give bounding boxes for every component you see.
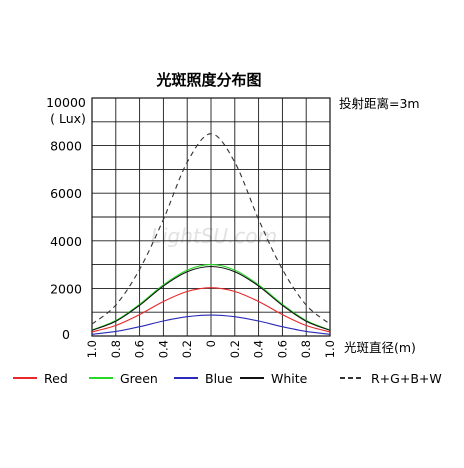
x-tick-label: 0 bbox=[204, 340, 218, 347]
y-tick-label: 2000 bbox=[50, 281, 82, 296]
series-line-r-g-b-w bbox=[91, 133, 331, 325]
series-line-red bbox=[91, 287, 331, 333]
plot-frame bbox=[91, 97, 331, 337]
y-tick-label: 6000 bbox=[50, 186, 82, 201]
series-line-blue bbox=[91, 314, 331, 335]
x-tick-label: 0.8 bbox=[299, 340, 313, 358]
series-line-green bbox=[91, 264, 331, 331]
chart-title: 光斑照度分布图 bbox=[155, 71, 261, 89]
x-tick-label: 0.4 bbox=[156, 340, 170, 358]
legend-label: Blue bbox=[205, 371, 233, 386]
legend: Red Green Blue White R+G+B+W bbox=[13, 371, 442, 386]
legend-label: Green bbox=[120, 371, 158, 386]
legend-label: White bbox=[271, 371, 308, 386]
legend-label: R+G+B+W bbox=[371, 371, 442, 386]
y-axis-unit: ( Lux) bbox=[50, 111, 86, 126]
distance-label: 投射距离=3m bbox=[339, 96, 420, 111]
series-lines bbox=[91, 133, 331, 335]
y-tick-label: 10000 bbox=[46, 95, 86, 110]
x-tick-label: 1.0 bbox=[323, 340, 337, 358]
x-tick-label: 0.6 bbox=[133, 340, 147, 358]
watermark: LightSU.com bbox=[151, 224, 277, 248]
y-tick-label: 0 bbox=[62, 327, 70, 342]
x-tick-label: 1.0 bbox=[85, 340, 99, 358]
grid bbox=[91, 97, 331, 337]
y-tick-label: 8000 bbox=[50, 139, 82, 154]
y-axis-ticks: 10000 8000 6000 4000 2000 0 bbox=[46, 95, 86, 342]
x-tick-label: 0.2 bbox=[180, 340, 194, 358]
y-tick-label: 4000 bbox=[50, 234, 82, 249]
x-axis-label: 光斑直径(m) bbox=[344, 340, 416, 355]
x-tick-label: 0.2 bbox=[228, 340, 242, 358]
series-line-white bbox=[91, 265, 331, 331]
x-tick-label: 0.8 bbox=[109, 340, 123, 358]
x-tick-label: 0.4 bbox=[252, 340, 266, 358]
x-axis-ticks: 1.0 0.8 0.6 0.4 0.2 0 0.2 0.4 0.6 0.8 1.0 bbox=[85, 340, 337, 358]
x-tick-label: 0.6 bbox=[275, 340, 289, 358]
legend-label: Red bbox=[44, 371, 68, 386]
